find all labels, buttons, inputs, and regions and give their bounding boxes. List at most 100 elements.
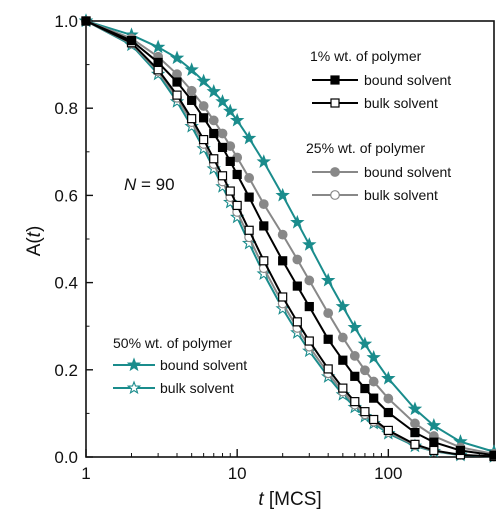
x-tick-label: 1 (81, 464, 90, 483)
data-point (426, 418, 442, 432)
legend-marker (330, 190, 340, 200)
data-point (369, 414, 379, 425)
data-point (335, 299, 351, 313)
data-point (229, 112, 245, 127)
data-point (304, 275, 315, 286)
data-point (383, 393, 394, 404)
data-point (199, 134, 209, 145)
annotation-var: N (124, 175, 137, 194)
data-point (350, 371, 360, 381)
legend-title-25pct: 25% wt. of polymer (306, 140, 425, 156)
data-point (217, 171, 228, 181)
data-point (320, 272, 336, 287)
y-tick-label: 0.4 (54, 274, 78, 293)
data-point (225, 186, 235, 196)
data-point (302, 237, 317, 251)
data-point (338, 383, 348, 393)
legend-marker (330, 75, 340, 85)
data-point (81, 16, 91, 26)
data-point (169, 50, 185, 65)
data-point (215, 94, 230, 108)
series-square-filled (81, 16, 496, 460)
legend-label-50pct-bulk: bulk solvent (160, 380, 234, 396)
data-point (277, 229, 288, 240)
x-tick-label: 100 (374, 464, 402, 483)
data-point (410, 427, 420, 438)
data-point (208, 115, 219, 126)
data-point (347, 319, 363, 334)
legend-label-25pct-bound: bound solvent (364, 164, 451, 180)
data-point (290, 214, 305, 229)
data-point (225, 141, 236, 152)
legend: 1% wt. of polymer bound solvent bulk sol… (113, 48, 451, 396)
legend-label-25pct-bulk: bulk solvent (364, 187, 438, 203)
data-point (206, 84, 221, 98)
data-point (258, 199, 269, 210)
data-point (304, 301, 314, 312)
data-point (410, 418, 420, 429)
data-point (407, 401, 423, 416)
data-point (275, 187, 290, 202)
data-point (244, 173, 255, 183)
data-point (292, 254, 303, 265)
y-tick-label: 0.8 (54, 99, 78, 118)
legend-marker (330, 167, 340, 177)
legend-swatches (113, 75, 358, 395)
legend-label-50pct-bound: bound solvent (160, 357, 247, 373)
y-tick-label: 0.2 (54, 361, 78, 380)
data-point (225, 156, 235, 166)
data-point (360, 407, 370, 417)
data-point (153, 57, 163, 68)
data-point (199, 113, 209, 123)
data-point (196, 73, 211, 88)
y-tick-label: 0.0 (54, 448, 78, 467)
data-point (153, 65, 163, 75)
data-point (186, 85, 197, 96)
x-axis-title-unit: [MCS] (269, 489, 322, 510)
data-point (383, 425, 393, 436)
data-point (241, 130, 257, 145)
legend-label-1pct-bound: bound solvent (364, 72, 451, 88)
data-point (338, 355, 348, 365)
y-tick-label: 0.6 (54, 186, 78, 205)
x-tick-label: 10 (228, 464, 247, 483)
annotation-n: N = 90 (124, 175, 175, 194)
data-point (304, 336, 314, 346)
data-point (360, 383, 370, 394)
annotation-rest: = 90 (136, 175, 174, 194)
axis-ticks (85, 20, 495, 458)
data-point (256, 266, 271, 281)
y-axis-title-post: ) (24, 226, 45, 232)
data-point (187, 95, 197, 105)
x-axis-title: t [MCS] (258, 489, 321, 510)
data-point (383, 407, 393, 418)
data-point (217, 128, 228, 139)
y-axis-title: A(t) (24, 226, 45, 257)
data-point (172, 90, 182, 100)
legend-label-1pct-bulk: bulk solvent (364, 95, 438, 111)
legend-marker (330, 98, 340, 108)
data-point (223, 103, 238, 118)
y-axis-title-pre: A( (24, 237, 45, 257)
data-point (256, 154, 271, 168)
data-point (360, 365, 370, 376)
data-point (278, 292, 288, 302)
data-point (292, 281, 302, 291)
data-point (209, 154, 219, 164)
series-square-open (81, 16, 496, 462)
x-axis-title-var: t (258, 489, 264, 510)
data-point (366, 350, 381, 364)
axis-tick-labels: 0.0 0.2 0.4 0.6 0.8 1.0 1 10 100 (54, 12, 402, 483)
data-point (369, 393, 379, 403)
data-point (259, 221, 269, 231)
data-point (172, 69, 182, 80)
legend-marker (126, 380, 142, 395)
data-point (455, 445, 466, 456)
data-point (259, 256, 269, 266)
data-point (278, 256, 288, 266)
data-point (489, 450, 496, 460)
data-point (244, 192, 254, 202)
data-point (429, 437, 439, 447)
data-point (357, 336, 373, 351)
